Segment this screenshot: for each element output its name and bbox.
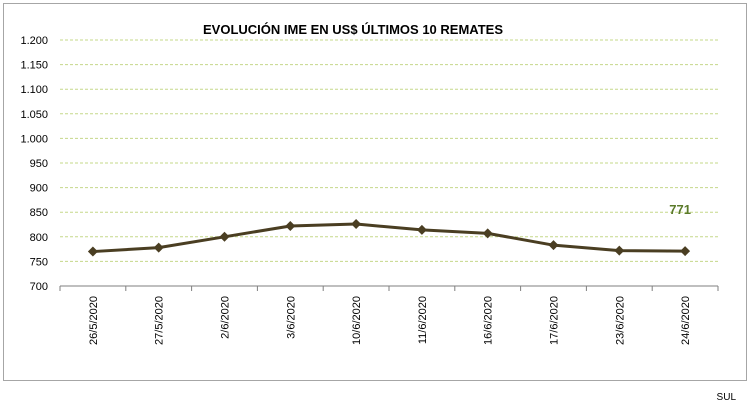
data-point	[614, 245, 625, 256]
data-point	[680, 246, 691, 257]
x-axis-ticks: 26/5/2020 27/5/2020 2/6/2020 3/6/2020 10/6/2…	[88, 296, 692, 345]
y-tick-label: 1.150	[20, 60, 48, 72]
footer-source: SUL	[716, 392, 736, 403]
y-tick-label: 1.050	[20, 109, 48, 121]
y-tick-label: 850	[30, 207, 48, 219]
x-tick-label: 3/6/2020	[285, 296, 297, 339]
series-markers	[87, 219, 691, 257]
y-axis-ticks: 700 750 800 850 900 950 1.000 1.050 1.100 1.150 1.…	[20, 35, 48, 293]
line-chart: EVOLUCIÓN IME EN US$ ÚLTIMOS 10 REMATES …	[20, 22, 719, 345]
y-tick-label: 700	[30, 281, 48, 293]
x-tick-label: 2/6/2020	[220, 296, 232, 339]
x-tick-label: 23/6/2020	[614, 296, 626, 345]
y-tick-label: 1.100	[20, 84, 48, 96]
data-point	[548, 240, 559, 251]
x-tick-label: 24/6/2020	[680, 296, 692, 345]
data-point	[87, 246, 98, 257]
x-axis	[59, 285, 719, 291]
x-tick-label: 11/6/2020	[417, 296, 429, 344]
x-tick-label: 17/6/2020	[549, 296, 561, 345]
data-label-last: 771	[669, 202, 691, 217]
data-point	[285, 220, 296, 231]
y-tick-label: 1.000	[20, 133, 48, 145]
x-tick-label: 26/5/2020	[88, 296, 100, 345]
y-tick-label: 1.200	[20, 35, 48, 47]
chart-frame	[3, 3, 747, 381]
y-tick-label: 900	[30, 183, 48, 195]
data-point	[416, 224, 427, 235]
chart-title: EVOLUCIÓN IME EN US$ ÚLTIMOS 10 REMATES	[203, 22, 503, 37]
x-tick-label: 16/6/2020	[483, 296, 495, 345]
series-line	[92, 222, 686, 254]
data-point	[351, 219, 362, 230]
y-tick-label: 750	[30, 256, 48, 268]
x-tick-label: 27/5/2020	[154, 296, 166, 345]
data-point	[153, 242, 164, 253]
series-line-path	[92, 222, 686, 254]
y-tick-label: 950	[30, 158, 48, 170]
x-tick-label: 10/6/2020	[351, 296, 363, 345]
data-point	[482, 228, 493, 239]
data-point	[219, 231, 230, 242]
y-tick-label: 800	[30, 232, 48, 244]
